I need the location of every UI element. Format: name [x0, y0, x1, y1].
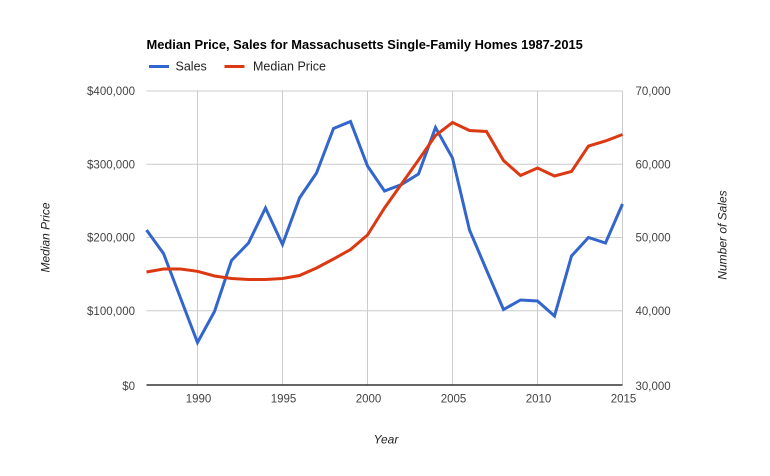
svg-text:30,000: 30,000 [636, 381, 671, 393]
svg-text:$100,000: $100,000 [87, 306, 135, 318]
svg-text:2010: 2010 [526, 394, 552, 406]
svg-text:70,000: 70,000 [636, 86, 671, 98]
svg-text:$200,000: $200,000 [87, 233, 135, 245]
svg-text:Median Price, Sales for Massac: Median Price, Sales for Massachusetts Si… [147, 37, 583, 52]
svg-text:Number of Sales: Number of Sales [716, 190, 730, 279]
svg-text:1990: 1990 [186, 394, 212, 406]
svg-text:2005: 2005 [441, 394, 467, 406]
svg-text:2015: 2015 [611, 394, 637, 406]
svg-text:50,000: 50,000 [636, 233, 671, 245]
svg-text:2000: 2000 [356, 394, 382, 406]
svg-text:Median Price: Median Price [253, 60, 326, 74]
svg-text:Median Price: Median Price [39, 202, 53, 272]
svg-text:40,000: 40,000 [636, 306, 671, 318]
svg-text:60,000: 60,000 [636, 159, 671, 171]
svg-text:$0: $0 [122, 381, 135, 393]
svg-text:$400,000: $400,000 [87, 86, 135, 98]
svg-text:Sales: Sales [176, 60, 207, 74]
svg-text:1995: 1995 [271, 394, 297, 406]
svg-text:Year: Year [374, 433, 400, 447]
svg-text:$300,000: $300,000 [87, 159, 135, 171]
